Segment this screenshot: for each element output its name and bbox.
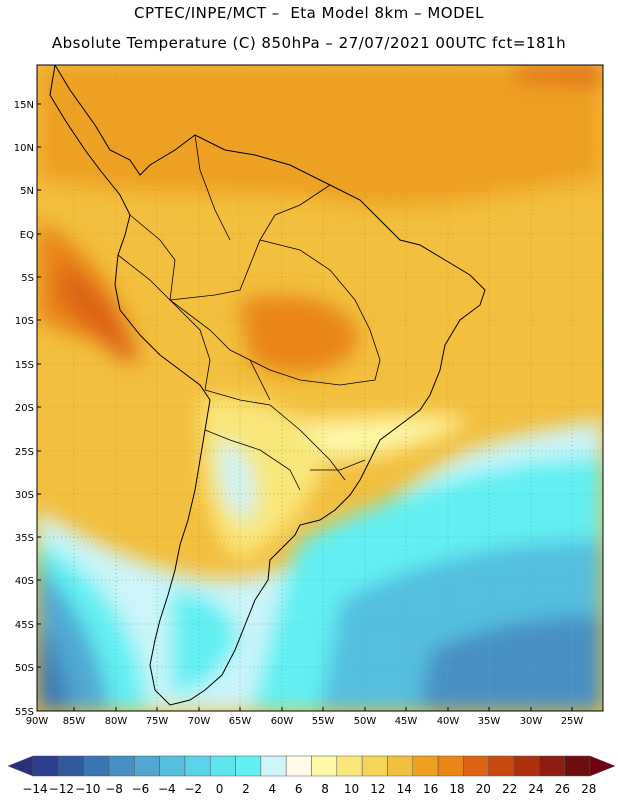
colorbar-swatch xyxy=(513,755,540,777)
lon-tick-label: 40W xyxy=(437,716,460,727)
lat-tick-label: 25S xyxy=(15,447,34,458)
lat-tick-label: 15N xyxy=(14,100,34,111)
colorbar-label: 14 xyxy=(397,782,412,796)
colorbar-swatch xyxy=(285,755,312,777)
colorbar-label: 8 xyxy=(321,782,329,796)
colorbar-label: −2 xyxy=(184,782,202,796)
lon-tick-label: 85W xyxy=(63,716,86,727)
lon-tick-label: 80W xyxy=(105,716,128,727)
colorbar-high-arrow xyxy=(589,755,616,777)
country-borders xyxy=(117,134,381,491)
colorbar-swatch xyxy=(361,755,388,777)
lat-tick-label: 5S xyxy=(21,273,34,284)
lon-tick-label: 30W xyxy=(520,716,543,727)
lat-tick-label: 10N xyxy=(14,143,34,154)
lon-tick-label: 45W xyxy=(395,716,418,727)
colorbar-swatch xyxy=(209,755,236,777)
colorbar-label: 2 xyxy=(242,782,250,796)
map-frame xyxy=(36,64,604,712)
lon-tick-label: 55W xyxy=(312,716,335,727)
lat-tick-label: 10S xyxy=(15,316,34,327)
colorbar-swatch xyxy=(184,755,211,777)
lon-tick-label: 65W xyxy=(229,716,252,727)
colorbar-swatch xyxy=(463,755,489,777)
colorbar-swatch xyxy=(134,755,160,777)
latitude-axis: 15N 10N 5N EQ 5S 10S 15S 20S 25S 30S 35S 40S 45S 50S 5… xyxy=(14,100,41,718)
lat-tick-label: 55S xyxy=(15,707,34,718)
colorbar-swatch xyxy=(108,755,135,777)
lon-tick-label: 35W xyxy=(478,716,501,727)
colorbar-swatch xyxy=(387,755,414,777)
chart-title: CPTEC/INPE/MCT – Eta Model 8km – MODEL xyxy=(134,4,484,22)
lon-tick-label: 90W xyxy=(26,716,49,727)
colorbar-swatch xyxy=(311,755,338,777)
lon-tick-label: 70W xyxy=(188,716,211,727)
colorbar-swatch xyxy=(159,755,186,777)
colorbar-swatch xyxy=(539,755,565,777)
colorbar-label: 6 xyxy=(295,782,303,796)
chart-subtitle: Absolute Temperature (C) 850hPa – 27/07/… xyxy=(51,34,567,52)
lon-tick-label: 75W xyxy=(146,716,169,727)
colorbar-label: −4 xyxy=(158,782,176,796)
colorbar-label: 20 xyxy=(476,782,491,796)
colorbar-swatch xyxy=(488,755,515,777)
colorbar-label: −10 xyxy=(75,782,100,796)
colorbar-swatch xyxy=(437,755,464,777)
lat-tick-label: 35S xyxy=(15,533,34,544)
colorbar-swatch xyxy=(235,755,262,777)
colorbar-label: 0 xyxy=(216,782,224,796)
lat-tick-label: 45S xyxy=(15,620,34,631)
colorbar-swatch xyxy=(83,755,110,777)
colorbar: −14 −12 −10 −8 −6 −4 −2 0 2 4 6 8 10 12 14 16 18 20 22 24 26… xyxy=(7,755,616,796)
lat-tick-label: 15S xyxy=(15,360,34,371)
south-america-coastline xyxy=(49,65,486,706)
colorbar-label: 10 xyxy=(344,782,359,796)
colorbar-swatch xyxy=(32,755,59,777)
colorbar-label: 24 xyxy=(528,782,543,796)
colorbar-swatch xyxy=(58,755,84,777)
colorbar-label: 4 xyxy=(269,782,277,796)
temperature-field xyxy=(37,65,603,711)
lon-tick-label: 25W xyxy=(561,716,584,727)
colorbar-swatch xyxy=(564,755,591,777)
colorbar-label: 18 xyxy=(449,782,464,796)
colorbar-label: −6 xyxy=(132,782,150,796)
lat-tick-label: EQ xyxy=(20,230,34,241)
colorbar-label: 12 xyxy=(370,782,385,796)
colorbar-swatch xyxy=(336,755,363,777)
colorbar-label: −14 xyxy=(22,782,47,796)
colorbar-label: 16 xyxy=(423,782,438,796)
lat-tick-label: 20S xyxy=(15,403,34,414)
colorbar-label: 22 xyxy=(502,782,517,796)
lat-tick-label: 5N xyxy=(20,186,34,197)
lat-tick-label: 30S xyxy=(15,490,34,501)
colorbar-label: 28 xyxy=(581,782,596,796)
colorbar-label: −8 xyxy=(105,782,123,796)
lon-tick-label: 50W xyxy=(354,716,377,727)
colorbar-swatch xyxy=(412,755,439,777)
colorbar-low-arrow xyxy=(7,755,34,777)
lat-tick-label: 40S xyxy=(15,576,34,587)
longitude-axis: 90W 85W 80W 75W 70W 65W 60W 55W 50W 45W 40W 35W 30W 2… xyxy=(26,707,584,727)
colorbar-swatch xyxy=(260,755,287,777)
colorbar-label: 26 xyxy=(555,782,570,796)
lon-tick-label: 60W xyxy=(271,716,294,727)
lat-tick-label: 50S xyxy=(15,663,34,674)
colorbar-label: −12 xyxy=(49,782,74,796)
